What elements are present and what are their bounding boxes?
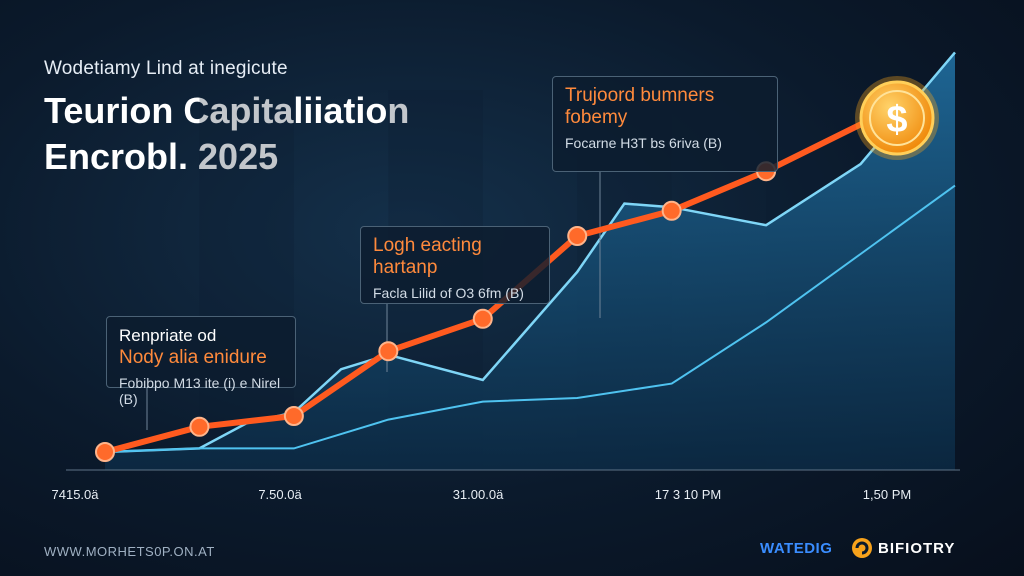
callout-3-accent: fobemy [565,107,628,128]
callout-3-value: Focarne H3T bs 6riva (B) [565,135,722,151]
brand-wordmark-1: WATEDIG [760,540,833,557]
main-line-point [283,406,304,426]
callout-2-accent: hartanp [373,257,438,278]
callout-1-label: Renpriate od [119,326,217,345]
footer-url[interactable]: WWW.MORHETS0P.ON.AT [44,544,215,559]
x-tick-label: 31.00.0ä [452,487,504,502]
callout-2-label: Logh eacting [373,235,482,256]
x-tick-label: 7415.0ä [51,487,99,502]
callout-2: Logh eacting hartanp Facla Lilid of O3 6… [360,226,550,304]
x-tick-label: 7.50.0ä [258,487,302,502]
brand-wordmark-2: BIFIOTRY [878,540,956,557]
orange-swirl-icon [852,538,872,558]
main-line-point [567,226,588,246]
main-line-point [472,308,493,329]
main-line-point [95,442,115,462]
chart-subtitle: Wodetiamy Lind at inegicute [44,58,288,79]
main-line-point [661,200,682,221]
area-band [199,90,294,470]
dollar-coin-icon: $ [855,76,939,160]
callout-3-label: Trujoord bumners [565,85,715,106]
area-fill [105,52,955,471]
callout-1-value: Fobibpo M13 ite (i) e Nirel (B) [119,375,281,407]
x-tick-label: 1,50 PM [862,487,912,502]
main-line-point [189,416,210,437]
callout-1: Renpriate od Nody alia enidure Fobibpo M… [106,316,296,407]
lower-cyan-line [104,184,956,453]
callout-1-accent: Nody alia enidure [119,347,267,368]
main-line-point [378,341,399,362]
callout-3: Trujoord bumners fobemy Focarne H3T bs 6… [552,76,778,172]
callout-2-value: Facla Lilid of O3 6fm (B) [373,285,524,301]
svg-text:$: $ [886,99,907,141]
chart-title: Teurion Capitaliiation Encrobl. 2025 [44,90,410,177]
x-tick-label: 17 3 10 PM [654,487,722,502]
